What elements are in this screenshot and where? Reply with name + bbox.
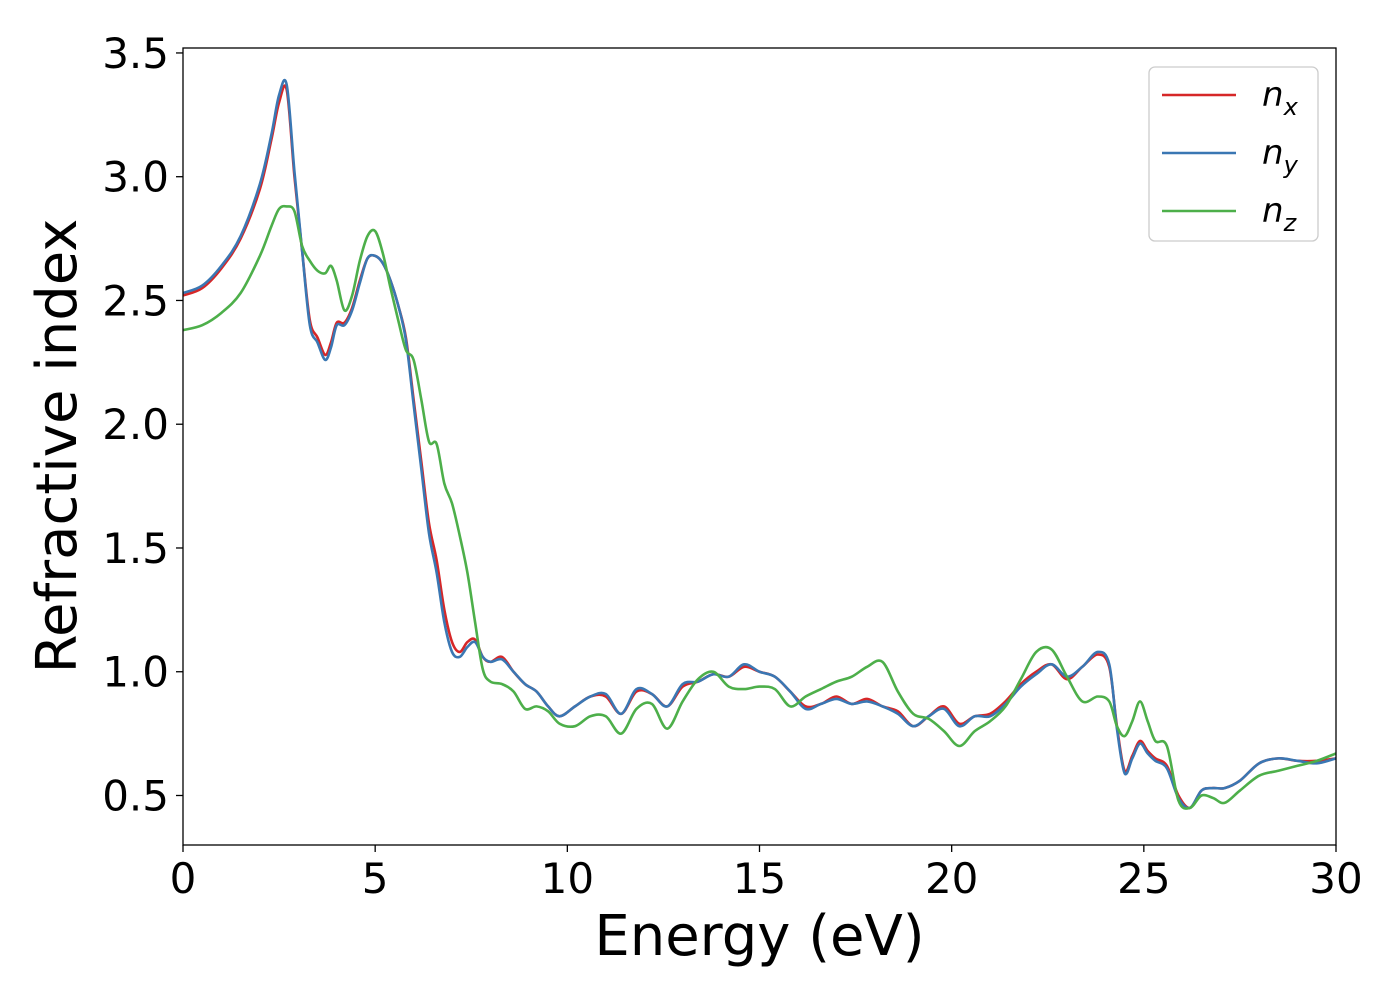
y-tick-label: 2.5 — [102, 276, 169, 325]
legend: nx ny nz — [1148, 66, 1319, 242]
legend-label-nx: nx — [1262, 75, 1299, 121]
legend-label-nz: nz — [1262, 191, 1298, 237]
x-tick-label: 25 — [1117, 854, 1170, 903]
x-tick-label: 15 — [733, 854, 786, 903]
y-tick-label: 3.5 — [102, 29, 169, 78]
y-tick-label: 3.0 — [102, 153, 169, 202]
x-tick-label: 0 — [170, 854, 197, 903]
x-ticks: 0 5 10 15 20 25 30 — [170, 845, 1363, 903]
legend-label-ny: ny — [1262, 133, 1299, 179]
x-tick-label: 30 — [1309, 854, 1362, 903]
x-tick-label: 5 — [362, 854, 389, 903]
y-tick-label: 0.5 — [102, 771, 169, 820]
y-ticks: 0.5 1.0 1.5 2.0 2.5 3.0 3.5 — [102, 29, 183, 820]
series-line-nz — [183, 204, 1336, 810]
x-tick-label: 10 — [541, 854, 594, 903]
y-tick-label: 2.0 — [102, 400, 169, 449]
y-axis-label: Refractive index — [25, 219, 90, 674]
series-layer — [183, 78, 1336, 810]
y-tick-label: 1.5 — [102, 524, 169, 573]
series-line-ny — [183, 78, 1336, 810]
x-tick-label: 20 — [925, 854, 978, 903]
y-tick-label: 1.0 — [102, 648, 169, 697]
x-axis-label: Energy (eV) — [594, 904, 924, 969]
